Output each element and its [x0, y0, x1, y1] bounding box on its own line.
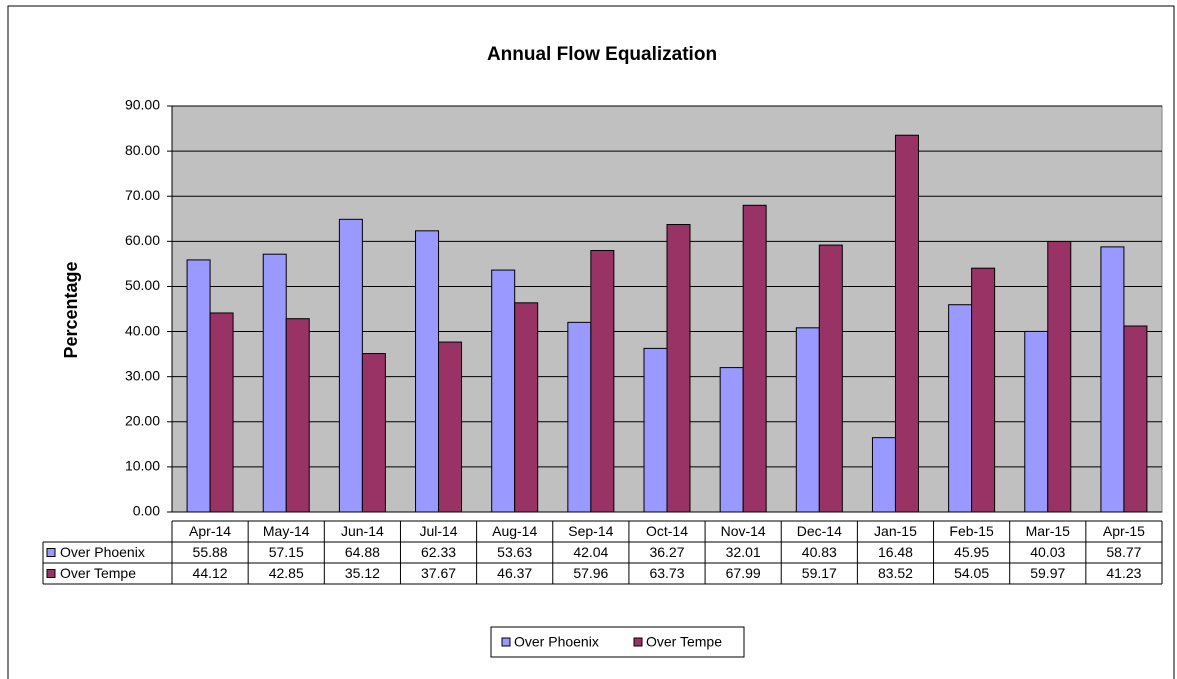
table-value: 54.05	[954, 565, 989, 581]
table-value: 42.85	[269, 565, 304, 581]
table-value: 40.83	[802, 544, 837, 560]
table-legend-key	[46, 548, 56, 557]
y-tick-label: 90.00	[125, 97, 160, 113]
y-tick-label: 50.00	[125, 277, 160, 293]
bar	[1047, 240, 1072, 513]
y-tick-label: 40.00	[125, 322, 160, 338]
legend-key	[501, 637, 511, 647]
table-value: 59.97	[1030, 565, 1065, 581]
x-tick-label: Dec-14	[797, 523, 842, 539]
y-tick-label: 10.00	[125, 458, 160, 474]
table-value: 37.67	[421, 565, 456, 581]
table-value: 64.88	[345, 544, 380, 560]
bar	[285, 318, 310, 513]
bar	[894, 134, 919, 513]
x-tick-label: Jan-15	[874, 523, 917, 539]
bar	[361, 353, 386, 513]
y-axis-label: Percentage	[61, 261, 81, 358]
table-value: 83.52	[878, 565, 913, 581]
x-tick-label: Jul-14	[419, 523, 457, 539]
bar	[719, 367, 744, 513]
x-tick-label: Aug-14	[492, 523, 537, 539]
table-value: 42.04	[573, 544, 608, 560]
y-tick-label: 0.00	[133, 503, 160, 519]
bar	[338, 218, 363, 513]
table-row-label: Over Phoenix	[60, 544, 145, 560]
bar	[491, 269, 516, 513]
table-value: 40.03	[1030, 544, 1065, 560]
legend-label: Over Tempe	[646, 634, 722, 650]
x-tick-label: Sep-14	[568, 523, 613, 539]
y-tick-label: 60.00	[125, 232, 160, 248]
bar	[818, 244, 843, 513]
bar	[415, 230, 440, 513]
table-value: 53.63	[497, 544, 532, 560]
bar	[590, 250, 615, 513]
x-tick-label: Nov-14	[721, 523, 766, 539]
bar	[971, 267, 996, 513]
table-value: 36.27	[649, 544, 684, 560]
table-value: 41.23	[1106, 565, 1141, 581]
bar	[795, 327, 820, 513]
bar	[1100, 246, 1125, 513]
table-value: 58.77	[1106, 544, 1141, 560]
y-tick-label: 20.00	[125, 412, 160, 428]
bar	[1024, 330, 1049, 513]
x-tick-label: Mar-15	[1026, 523, 1071, 539]
table-value: 62.33	[421, 544, 456, 560]
chart-title: Annual Flow Equalization	[487, 44, 717, 65]
bar	[567, 321, 592, 513]
table-value: 55.88	[193, 544, 228, 560]
bar	[186, 259, 211, 513]
table-value: 35.12	[345, 565, 380, 581]
bar	[209, 312, 234, 513]
bar	[948, 304, 973, 513]
table-value: 32.01	[726, 544, 761, 560]
y-tick-label: 70.00	[125, 187, 160, 203]
table-value: 67.99	[726, 565, 761, 581]
x-tick-label: Apr-14	[189, 523, 231, 539]
bar	[742, 204, 767, 513]
table-value: 46.37	[497, 565, 532, 581]
bar	[643, 347, 668, 513]
x-tick-label: Feb-15	[949, 523, 994, 539]
x-tick-label: Jun-14	[341, 523, 384, 539]
x-tick-label: Oct-14	[646, 523, 688, 539]
y-tick-label: 30.00	[125, 367, 160, 383]
table-value: 63.73	[649, 565, 684, 581]
bar	[871, 437, 896, 513]
x-tick-label: May-14	[263, 523, 310, 539]
y-tick-label: 80.00	[125, 142, 160, 158]
bar	[438, 341, 463, 513]
table-value: 59.17	[802, 565, 837, 581]
table-value: 57.15	[269, 544, 304, 560]
table-value: 45.95	[954, 544, 989, 560]
table-value: 16.48	[878, 544, 913, 560]
legend-key	[633, 637, 643, 647]
table-legend-key	[46, 569, 56, 578]
table-value: 44.12	[193, 565, 228, 581]
bar	[514, 302, 539, 513]
x-tick-label: Apr-15	[1103, 523, 1145, 539]
table-value: 57.96	[573, 565, 608, 581]
bar	[666, 224, 691, 513]
bar	[1123, 325, 1148, 513]
table-row-label: Over Tempe	[60, 565, 136, 581]
legend-box	[490, 626, 745, 658]
bar	[262, 253, 287, 513]
legend-label: Over Phoenix	[514, 634, 599, 650]
